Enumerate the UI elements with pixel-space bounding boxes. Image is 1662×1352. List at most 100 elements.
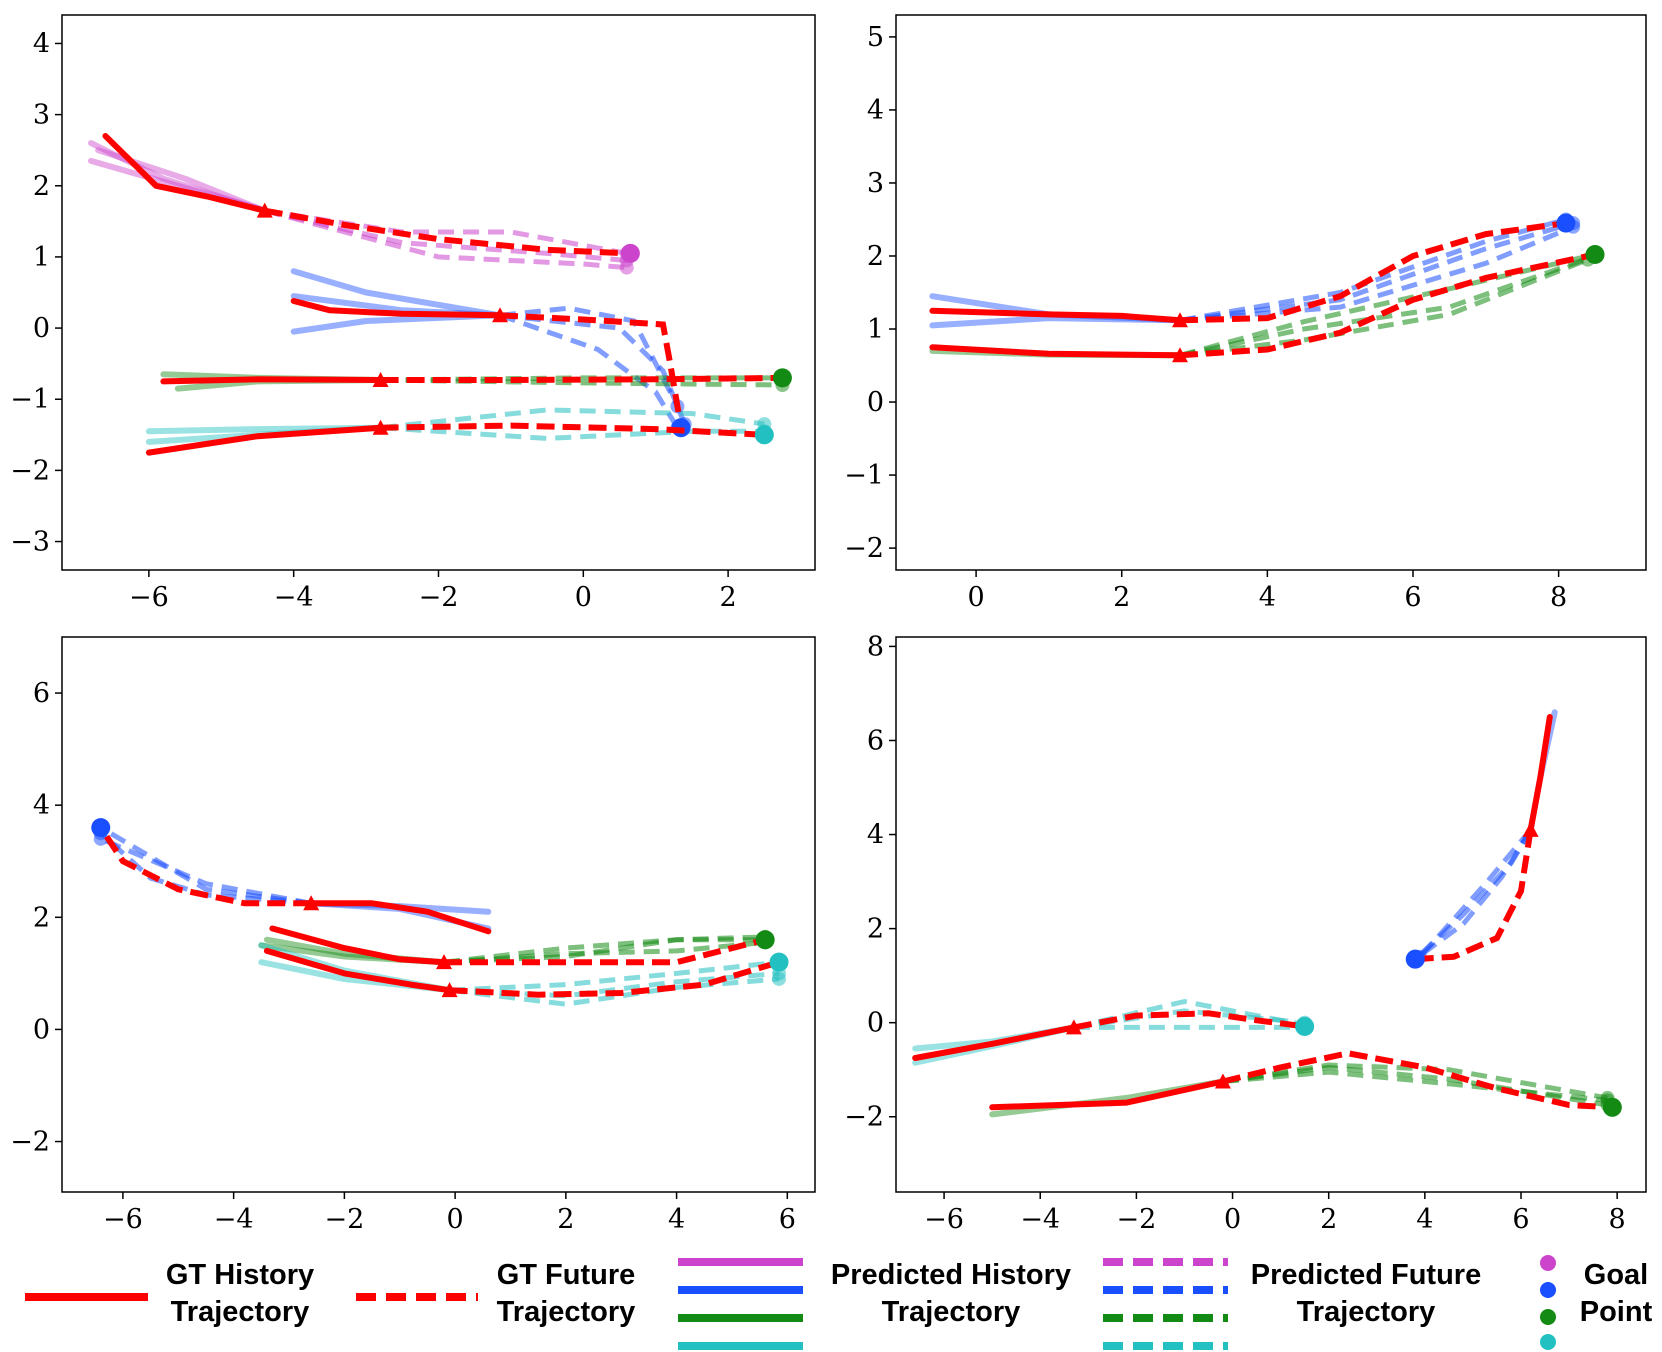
y-tick-label: −3	[10, 527, 50, 558]
current-position-marker-blue	[303, 895, 320, 911]
x-tick-label: −4	[1020, 1204, 1060, 1235]
y-tick-label: 0	[33, 313, 50, 344]
y-tick-label: 0	[867, 387, 884, 418]
pred-future-cyan-2	[449, 959, 780, 993]
goal-point-cyan	[754, 425, 774, 445]
pred-future-green-3	[443, 940, 766, 965]
gt-history-blue	[1527, 714, 1553, 833]
gt-history-green	[269, 925, 447, 966]
y-tick-label: 3	[867, 168, 884, 199]
current-position-marker-green	[1171, 347, 1188, 363]
goal-point-green	[772, 368, 792, 388]
legend-goal-green-marker	[1540, 1309, 1556, 1325]
gt-history-cyan	[912, 1024, 1077, 1061]
y-tick-label: −1	[844, 460, 884, 491]
plot-frame	[61, 636, 816, 1193]
legend-goal-blue-marker	[1540, 1282, 1556, 1298]
x-tick-label: 8	[1609, 1204, 1626, 1235]
y-tick-label: 0	[33, 1014, 50, 1045]
gt-future-green	[380, 374, 783, 383]
legend-gt-history-line2: Trajectory	[171, 1296, 310, 1328]
goal-point-cyan	[1295, 1016, 1315, 1036]
y-tick-label: −2	[844, 533, 884, 564]
y-tick-label: 1	[867, 314, 884, 345]
x-tick-label: 4	[668, 1204, 685, 1235]
gt-history-blue	[290, 298, 503, 319]
pred-future-cyan-1	[380, 407, 765, 431]
plot-area	[929, 212, 1605, 363]
pred-future-green-1	[380, 377, 783, 388]
y-tick-label: 4	[867, 95, 884, 126]
x-tick-label: 0	[575, 582, 592, 613]
legend-gt-future-line1: GT Future	[497, 1259, 636, 1291]
x-tick-label: −6	[129, 582, 169, 613]
x-tick-label: 6	[1512, 1204, 1529, 1235]
legend-goal-cyan-marker	[1540, 1334, 1556, 1350]
x-tick-label: −2	[324, 1204, 364, 1235]
plot-frame	[895, 14, 1647, 571]
current-position-marker-blue	[492, 307, 509, 323]
gt-future-magenta	[264, 207, 631, 257]
legend-pred-history-line1: Predicted History	[831, 1259, 1071, 1291]
x-tick-label: 4	[1416, 1204, 1433, 1235]
pred-future-blue-1	[1179, 220, 1574, 323]
gt-future-blue	[98, 825, 312, 907]
pred-future-magenta-2	[264, 208, 628, 271]
subplot-3: −6 −4 −2 0 2 4 6 −2 0 2 4 6	[10, 636, 816, 1235]
pred-future-green-1	[1179, 253, 1596, 358]
x-tick-label: 2	[1113, 582, 1130, 613]
y-tick-label: 6	[867, 725, 884, 756]
y-tick-label: 6	[33, 678, 50, 709]
y-tick-label: 1	[33, 242, 50, 273]
pred-future-blue-3	[1413, 828, 1533, 962]
y-tick-label: −2	[10, 455, 50, 486]
gt-future-blue	[1415, 829, 1534, 963]
x-tick-label: 0	[1224, 1204, 1241, 1235]
x-tick-label: 6	[779, 1204, 796, 1235]
y-tick-label: 2	[867, 241, 884, 272]
subplot-2: 0 2 4 6 8 −2 −1 0 1 2 3 4 5	[844, 14, 1647, 613]
legend-pred-history-line2: Trajectory	[882, 1296, 1021, 1328]
x-tick-label: 6	[1404, 582, 1421, 613]
plot-area	[88, 133, 792, 456]
plot-frame	[895, 636, 1647, 1193]
gt-future-cyan	[1073, 1010, 1306, 1031]
legend-pred-future-line2: Trajectory	[1297, 1296, 1436, 1328]
x-tick-label: −2	[419, 582, 459, 613]
y-tick-label: 2	[33, 171, 50, 202]
gt-history-blue	[308, 900, 492, 935]
plot-area	[91, 818, 789, 1007]
gt-history-cyan	[263, 947, 453, 994]
pred-future-blue-3	[99, 836, 312, 906]
pred-future-green-3	[1222, 1069, 1608, 1103]
goal-point-blue	[1556, 213, 1576, 233]
legend-gt-history-line1: GT History	[166, 1259, 314, 1291]
goal-point-cyan	[769, 952, 789, 972]
pred-future-green-2	[443, 937, 766, 965]
x-tick-label: −6	[924, 1204, 964, 1235]
x-tick-label: 2	[557, 1204, 574, 1235]
goal-point-blue	[1405, 949, 1425, 969]
pred-future-blue-2	[1179, 224, 1575, 323]
current-position-marker-green	[372, 372, 389, 388]
y-tick-label: 3	[33, 100, 50, 131]
y-tick-label: 2	[33, 902, 50, 933]
y-tick-label: 4	[33, 790, 50, 821]
pred-future-magenta-1	[264, 208, 628, 256]
x-tick-label: 0	[968, 582, 985, 613]
x-tick-label: −4	[214, 1204, 254, 1235]
gt-history-cyan	[145, 424, 384, 456]
goal-point-magenta	[620, 243, 640, 263]
pred-future-magenta-3	[264, 208, 628, 263]
plot-area	[912, 709, 1622, 1118]
y-tick-label: 0	[867, 1008, 884, 1039]
goal-point-green	[1602, 1097, 1622, 1117]
gt-history-blue	[929, 307, 1183, 324]
pred-future-blue-2	[499, 312, 680, 430]
plot-frame	[61, 14, 816, 571]
current-position-marker-green	[436, 954, 453, 970]
x-tick-label: −4	[274, 582, 314, 613]
subplot-1: −6 −4 −2 0 2 −3 −2 −1 0 1 2 3 4	[10, 14, 816, 613]
y-tick-label: 5	[867, 22, 884, 53]
goal-point-green	[1585, 245, 1605, 265]
